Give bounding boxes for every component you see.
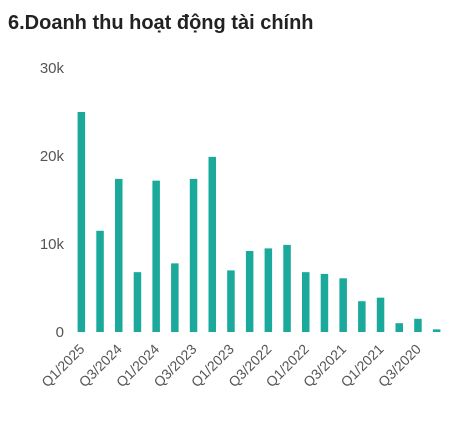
- bar-q3-2021: [339, 278, 347, 332]
- bar-q4-2024: [96, 230, 104, 332]
- bar-q2-2023: [208, 156, 216, 332]
- y-tick-label: 30k: [40, 60, 65, 77]
- bar-q1-2024: [152, 180, 160, 332]
- y-tick-label: 20k: [40, 148, 65, 165]
- bar-q4-2020: [395, 323, 403, 332]
- bar-q2-2021: [358, 301, 366, 332]
- bar-q3-2020: [414, 318, 422, 332]
- bar-q4-2021: [320, 273, 329, 332]
- bar-q2-2020: [432, 329, 441, 332]
- y-tick-label: 10k: [40, 236, 65, 253]
- chart-title: 6.Doanh thu hoạt động tài chính: [8, 12, 314, 34]
- bar-q1-2022: [302, 272, 310, 332]
- bar-q3-2024: [115, 178, 123, 332]
- bar-q2-2022: [283, 244, 291, 332]
- bar-q1-2023: [227, 270, 235, 332]
- bar-q2-2024: [133, 272, 142, 332]
- bar-q3-2023: [189, 178, 198, 332]
- bar-q4-2023: [171, 263, 179, 332]
- y-tick-label: 0: [56, 324, 64, 341]
- bar-q1-2025: [77, 112, 86, 332]
- bar-q3-2022: [264, 248, 273, 332]
- bar-q1-2021: [376, 297, 385, 332]
- bar-q4-2022: [245, 251, 254, 332]
